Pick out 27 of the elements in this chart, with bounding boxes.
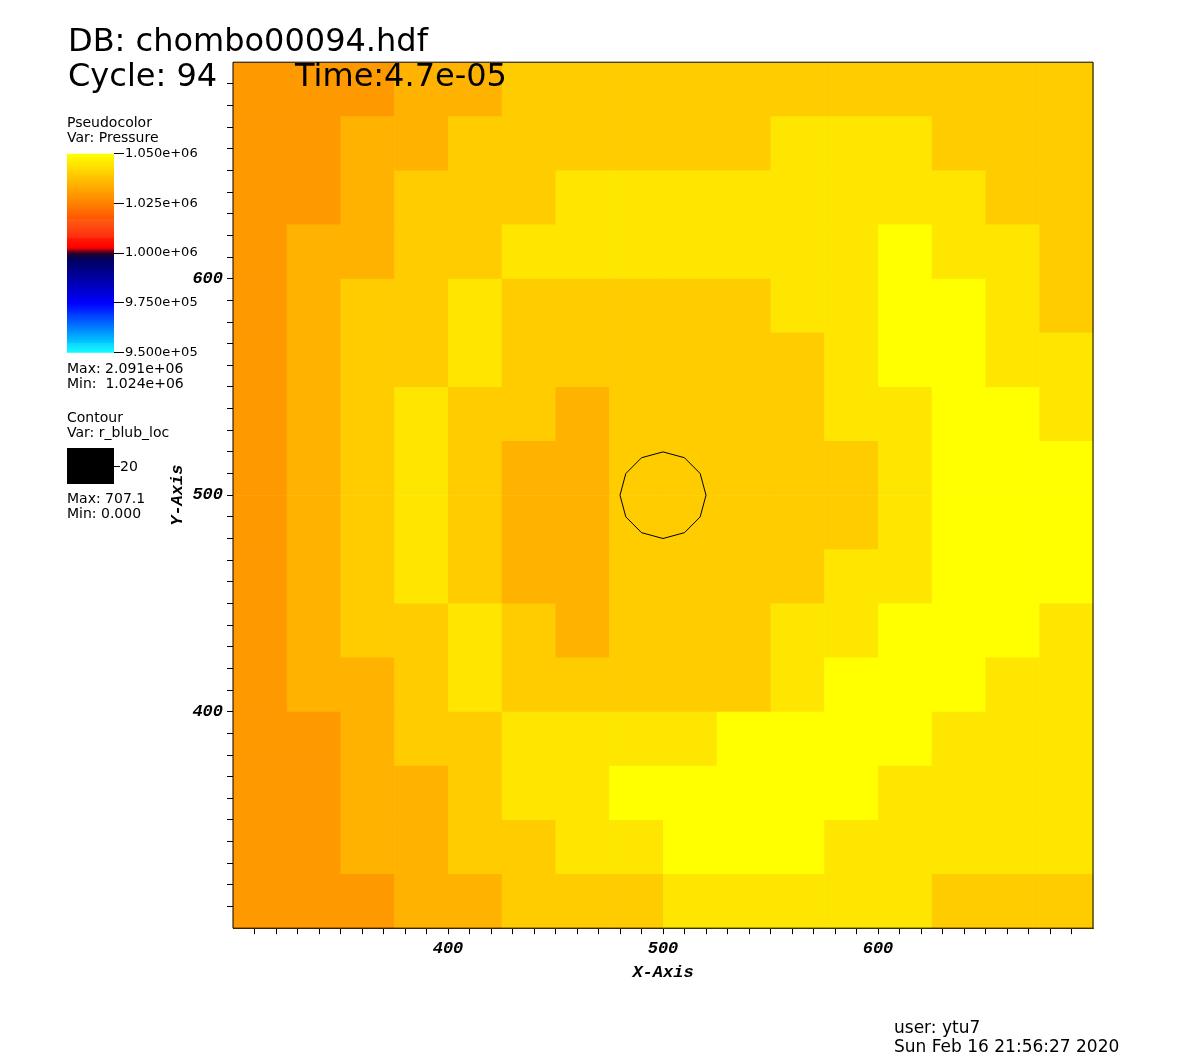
x-tick-label: 400 xyxy=(432,938,464,958)
y-axis-title: Y-Axis xyxy=(168,464,188,526)
text: Cycle: 94 xyxy=(68,56,218,94)
y-tick-label: 400 xyxy=(192,701,223,721)
text: Max: 2.091e+06 xyxy=(67,360,184,376)
chart-title: DB: chombo00094.hdf xyxy=(68,21,428,59)
color-bar-label: 9.750e+05 xyxy=(125,293,198,309)
text: Max: 707.1 xyxy=(67,490,146,506)
legend-label: 20 xyxy=(120,458,138,474)
color-bar-label: 1.050e+06 xyxy=(125,145,198,161)
y-tick-label: 600 xyxy=(192,268,223,288)
x-axis-title: X-Axis xyxy=(631,963,694,983)
x-tick-label: 500 xyxy=(647,938,679,958)
color-bar-label: 9.500e+05 xyxy=(125,343,198,359)
y-tick-label: 500 xyxy=(192,485,223,505)
text: Min: 0.000 xyxy=(67,505,142,521)
annotation: Time:4.7e-05 xyxy=(295,56,507,94)
text: Contour xyxy=(67,409,123,425)
color-bar-title: Var: Pressure xyxy=(67,129,159,145)
text: user: ytu7 xyxy=(894,1017,981,1037)
color-bar-label: 1.025e+06 xyxy=(125,194,198,210)
color-bar-label: 1.000e+06 xyxy=(125,244,198,260)
text: Sun Feb 16 21:56:27 2020 xyxy=(894,1036,1120,1056)
text: Min: 1.024e+06 xyxy=(67,375,184,391)
x-tick-label: 600 xyxy=(862,938,894,958)
legend-title: Pseudocolor xyxy=(67,114,152,130)
text: Var: r_blub_loc xyxy=(67,424,170,440)
